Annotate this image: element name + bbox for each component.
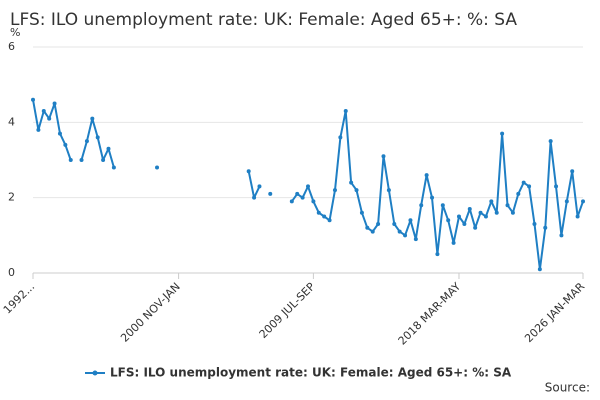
x-tick-label: 2018 MAR-MAY (396, 280, 464, 348)
point (456, 214, 461, 219)
point (478, 210, 483, 215)
point (359, 210, 364, 215)
point (311, 199, 316, 204)
point (505, 203, 510, 208)
x-tick-label: 2009 JUL-SEP (257, 280, 318, 341)
point (527, 184, 532, 189)
legend-label: LFS: ILO unemployment rate: UK: Female: … (110, 366, 512, 380)
point (537, 267, 542, 272)
x-tick-label: 2000 NOV-JAN (118, 280, 183, 345)
point (451, 240, 456, 245)
point (521, 180, 526, 185)
point (489, 199, 494, 204)
x-tick-label: 2026 JAN-MAR (522, 280, 587, 345)
point (300, 195, 305, 200)
point (101, 158, 106, 162)
point (106, 146, 111, 151)
point (570, 169, 575, 174)
legend-marker (92, 370, 98, 376)
point (289, 199, 294, 204)
point (413, 237, 418, 242)
y-tick-label: 6 (8, 40, 15, 53)
point (349, 180, 354, 185)
point (446, 218, 451, 223)
chart-title: LFS: ILO unemployment rate: UK: Female: … (10, 10, 517, 30)
point (47, 116, 52, 121)
point (548, 139, 553, 144)
point (31, 97, 35, 102)
y-tick-label: 4 (8, 115, 15, 128)
point (354, 188, 359, 193)
point (370, 229, 375, 234)
point (500, 131, 505, 136)
point (41, 109, 46, 114)
point (473, 225, 478, 230)
point (440, 203, 445, 208)
point (52, 101, 57, 106)
point (90, 116, 95, 121)
point (408, 218, 413, 223)
point (306, 184, 310, 189)
point (57, 131, 62, 136)
point (246, 169, 251, 174)
point (295, 191, 300, 196)
point (564, 199, 569, 204)
point (79, 158, 84, 162)
source: Source: (545, 381, 590, 395)
y-tick-label: 2 (8, 191, 15, 204)
point (365, 225, 370, 230)
point (386, 188, 391, 193)
point (424, 173, 429, 178)
point (332, 188, 337, 193)
y-tick-label: 0 (8, 266, 15, 279)
point (111, 165, 116, 170)
point (68, 158, 73, 162)
point (575, 214, 580, 219)
point (327, 218, 332, 223)
point (559, 233, 564, 238)
point (397, 229, 402, 234)
point (483, 214, 488, 219)
point (36, 127, 41, 132)
x-tick-label: 1992... (1, 280, 37, 316)
point (403, 233, 408, 238)
point (494, 210, 499, 215)
point (435, 252, 440, 257)
point (532, 222, 537, 227)
point (376, 222, 381, 227)
point (462, 222, 467, 227)
point (516, 191, 521, 196)
point (419, 203, 424, 208)
point (543, 225, 548, 230)
point (268, 191, 273, 196)
point (95, 135, 100, 140)
point (392, 222, 397, 227)
point (343, 109, 348, 114)
point (84, 139, 89, 144)
point (381, 154, 386, 159)
point (322, 214, 327, 219)
point (155, 165, 160, 170)
point (252, 195, 257, 200)
point (338, 135, 343, 140)
point (316, 210, 321, 215)
point (581, 199, 585, 204)
point (510, 210, 515, 215)
point (430, 195, 435, 200)
point (257, 184, 262, 189)
point (467, 206, 472, 211)
y-axis-label: % (10, 26, 20, 39)
point (63, 142, 68, 147)
point (554, 184, 559, 189)
